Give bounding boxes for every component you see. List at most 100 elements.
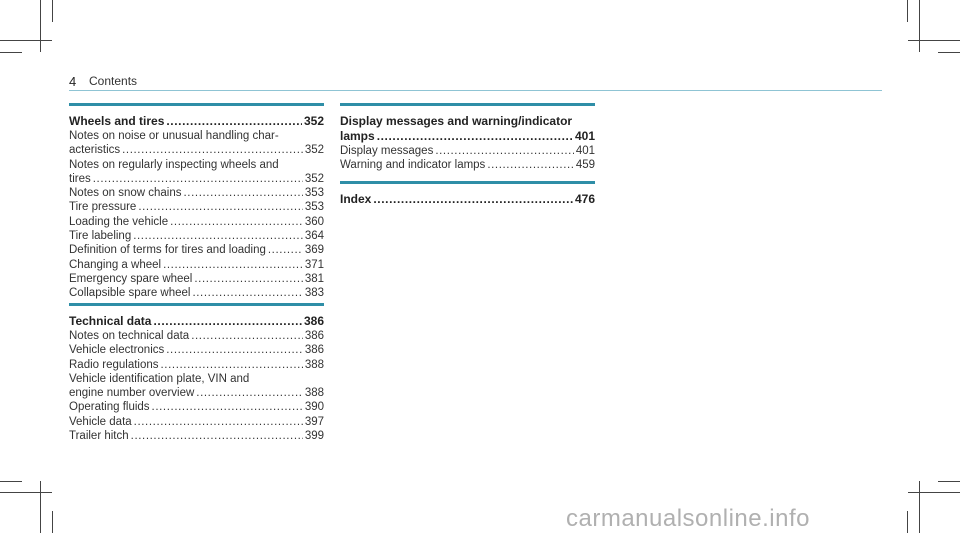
toc-page-number: 353 bbox=[304, 187, 324, 200]
toc-entry-label: acteristics bbox=[69, 144, 121, 157]
toc-heading-line[interactable]: Display messages and warning/indicator bbox=[340, 114, 573, 128]
toc-entry-label: Warning and indicator lamps bbox=[340, 159, 486, 172]
toc-entry[interactable]: tires 352 bbox=[69, 172, 324, 186]
toc-entry[interactable]: Radio regulations 388 bbox=[69, 358, 324, 372]
dot-leader bbox=[122, 143, 303, 157]
dot-leader bbox=[435, 144, 573, 158]
dot-leader bbox=[93, 172, 303, 186]
toc-heading-label: lamps bbox=[340, 129, 375, 143]
toc-entry-label: Operating fluids bbox=[69, 401, 150, 414]
toc-entry[interactable]: Notes on technical data 386 bbox=[69, 329, 324, 343]
toc-entry[interactable]: engine number overview 388 bbox=[69, 386, 324, 400]
dot-leader bbox=[196, 386, 303, 400]
toc-page-number: 381 bbox=[304, 272, 324, 285]
dot-leader bbox=[373, 192, 573, 207]
toc-entry-label: Notes on technical data bbox=[69, 330, 190, 342]
toc-entry[interactable]: Changing a wheel 371 bbox=[69, 258, 324, 272]
dot-leader bbox=[133, 229, 303, 243]
dot-leader bbox=[138, 200, 302, 214]
toc-entry-label: Emergency spare wheel bbox=[69, 272, 193, 285]
crop-mark bbox=[52, 0, 53, 22]
toc-entry[interactable]: Trailer hitch 399 bbox=[69, 429, 324, 443]
dot-leader bbox=[194, 272, 302, 286]
toc-page-number: 386 bbox=[304, 330, 324, 342]
dot-leader bbox=[377, 129, 573, 144]
crop-mark bbox=[938, 481, 960, 482]
dot-leader bbox=[191, 329, 303, 343]
dot-leader bbox=[166, 114, 302, 129]
toc-entry-label: Tire pressure bbox=[69, 201, 137, 214]
dot-leader bbox=[487, 158, 574, 172]
toc-entry[interactable]: acteristics 352 bbox=[69, 143, 324, 157]
dot-leader bbox=[152, 400, 303, 414]
toc-heading-technical[interactable]: Technical data 386 bbox=[69, 314, 324, 329]
toc-entry[interactable]: Loading the vehicle 360 bbox=[69, 215, 324, 229]
toc-entry[interactable]: Display messages 401 bbox=[340, 144, 595, 158]
toc-section-technical: Technical data 386 Notes on technical da… bbox=[69, 303, 324, 443]
toc-entry[interactable]: Tire labeling 364 bbox=[69, 229, 324, 243]
toc-page-number: 401 bbox=[575, 145, 595, 157]
toc-entry-label: Display messages bbox=[340, 145, 434, 157]
toc-heading-wheels[interactable]: Wheels and tires 352 bbox=[69, 114, 324, 129]
dot-leader bbox=[161, 358, 303, 372]
section-bar bbox=[340, 103, 595, 106]
watermark: carmanualsonline.info bbox=[566, 505, 810, 532]
toc-page-number: 459 bbox=[575, 159, 595, 172]
toc-heading-label: Technical data bbox=[69, 314, 152, 328]
toc-page-number: 352 bbox=[303, 114, 324, 128]
section-bar bbox=[69, 103, 324, 106]
toc-entry-label: Definition of terms for tires and loadin… bbox=[69, 244, 266, 257]
toc-entry[interactable]: Operating fluids 390 bbox=[69, 400, 324, 414]
toc-entry[interactable]: Definition of terms for tires and loadin… bbox=[69, 243, 324, 257]
toc-entry-line[interactable]: Vehicle identification plate, VIN and bbox=[69, 372, 250, 385]
crop-mark bbox=[40, 481, 41, 533]
toc-page-number: 369 bbox=[304, 244, 324, 257]
toc-entry[interactable]: Tire pressure 353 bbox=[69, 200, 324, 214]
dot-leader bbox=[134, 415, 303, 429]
toc-entry[interactable]: Emergency spare wheel 381 bbox=[69, 272, 324, 286]
toc-page-number: 401 bbox=[574, 129, 595, 143]
toc-entry-label: Notes on snow chains bbox=[69, 187, 182, 200]
toc-entry-label: Vehicle data bbox=[69, 415, 132, 428]
toc-page-number: 364 bbox=[304, 230, 324, 243]
crop-mark bbox=[40, 0, 41, 52]
toc-page-number: 388 bbox=[304, 358, 324, 371]
page-title: Contents bbox=[89, 74, 138, 88]
toc-page-number: 476 bbox=[574, 192, 595, 206]
toc-entry-label: Vehicle electronics bbox=[69, 344, 165, 357]
toc-entry-label: engine number overview bbox=[69, 387, 195, 400]
toc-page-number: 399 bbox=[304, 430, 324, 443]
crop-mark bbox=[0, 481, 22, 482]
toc-entry[interactable]: Warning and indicator lamps 459 bbox=[340, 158, 595, 172]
toc-entry-label: Tire labeling bbox=[69, 230, 132, 243]
dot-leader bbox=[192, 286, 302, 300]
toc-heading-index[interactable]: Index 476 bbox=[340, 192, 595, 207]
toc-page-number: 386 bbox=[303, 314, 324, 328]
toc-page-number: 360 bbox=[304, 215, 324, 228]
crop-mark bbox=[52, 511, 53, 533]
page-number: 4 bbox=[69, 74, 77, 89]
toc-entry-label: tires bbox=[69, 172, 91, 185]
toc-entry[interactable]: Vehicle electronics 386 bbox=[69, 343, 324, 357]
toc-heading-display[interactable]: lamps 401 bbox=[340, 129, 595, 144]
toc-heading-label: Wheels and tires bbox=[69, 114, 165, 128]
dot-leader bbox=[163, 258, 303, 272]
toc-entry[interactable]: Collapsible spare wheel 383 bbox=[69, 286, 324, 300]
toc-page-number: 371 bbox=[304, 258, 324, 271]
toc-entry-label: Radio regulations bbox=[69, 358, 159, 371]
toc-entry[interactable]: Notes on snow chains 353 bbox=[69, 186, 324, 200]
crop-mark bbox=[938, 52, 960, 53]
toc-entry-line[interactable]: Notes on regularly inspecting wheels and bbox=[69, 158, 279, 171]
crop-mark bbox=[919, 481, 920, 533]
toc-page-number: 353 bbox=[304, 201, 324, 214]
toc-entry-line[interactable]: Notes on noise or unusual handling char- bbox=[69, 130, 279, 142]
toc-entry[interactable]: Vehicle data 397 bbox=[69, 415, 324, 429]
crop-mark bbox=[0, 52, 22, 53]
dot-leader bbox=[268, 243, 303, 257]
toc-entry-label: Trailer hitch bbox=[69, 430, 129, 443]
crop-mark bbox=[907, 511, 908, 533]
toc-page-number: 383 bbox=[304, 287, 324, 300]
toc-page-number: 386 bbox=[304, 344, 324, 357]
toc-page-number: 388 bbox=[304, 387, 324, 400]
crop-mark bbox=[908, 492, 960, 493]
